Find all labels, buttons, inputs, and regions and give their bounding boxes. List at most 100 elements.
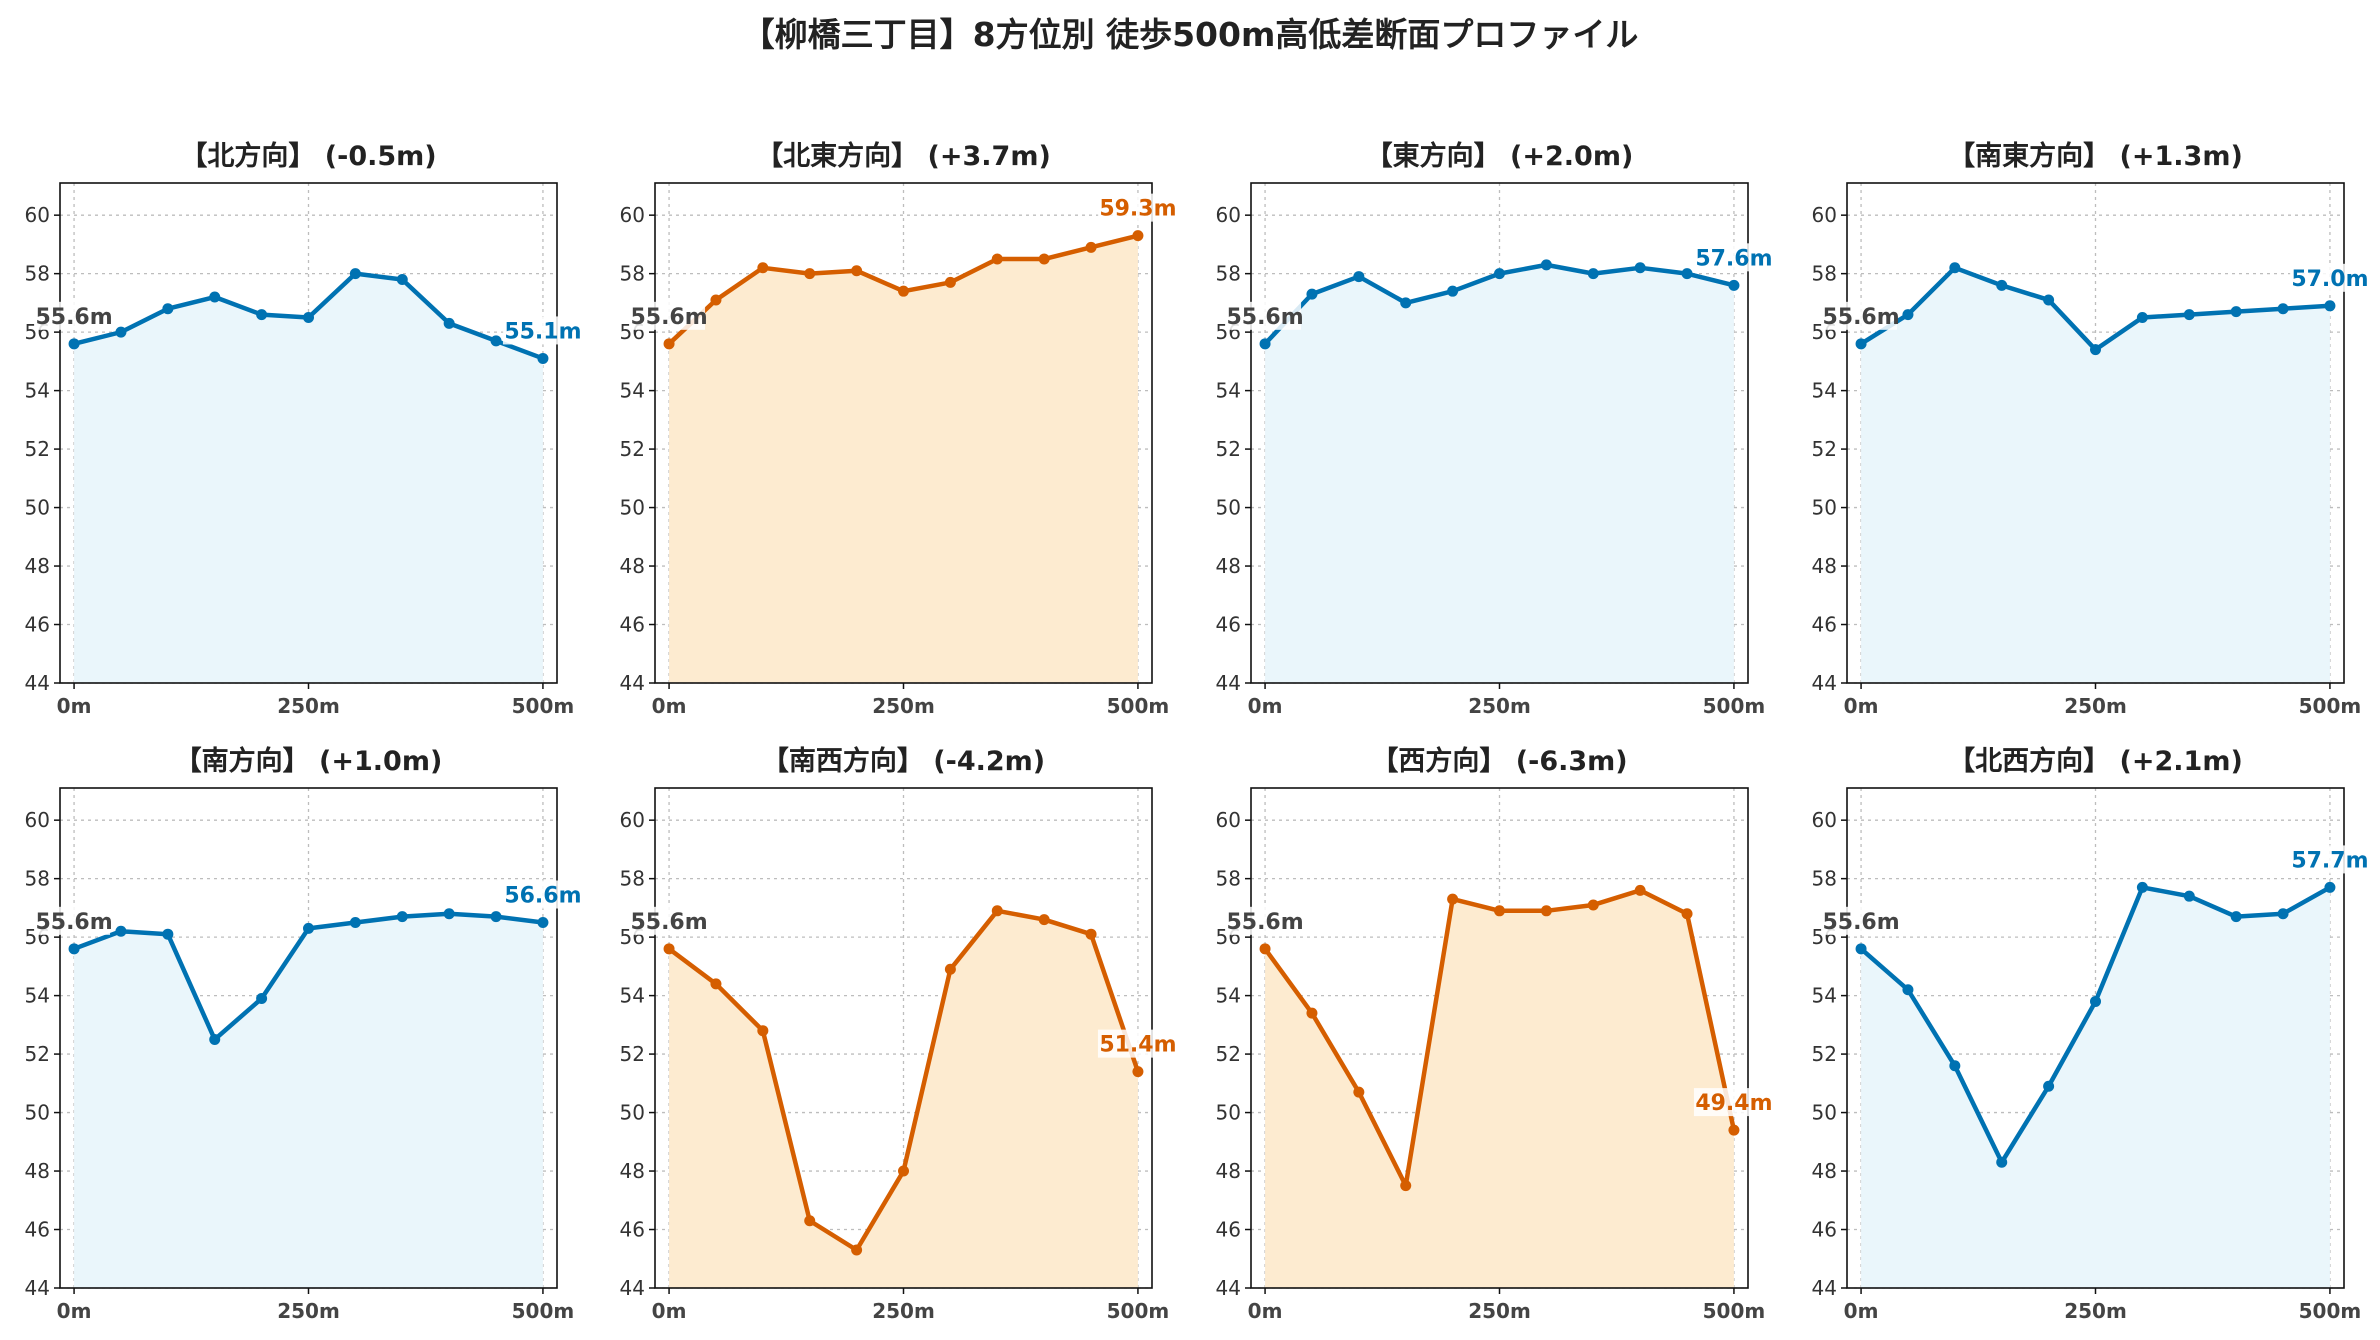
area-fill — [1861, 887, 2330, 1288]
data-point — [898, 1165, 909, 1177]
panel-title: 【北西方向】 (+2.1m) — [1948, 745, 2243, 777]
data-point — [256, 309, 268, 321]
y-tick-label: 46 — [1812, 1218, 1837, 1242]
start-label: 55.6m — [1822, 910, 1899, 935]
y-tick-label: 52 — [620, 437, 645, 461]
data-point — [1634, 262, 1646, 274]
data-point — [1400, 297, 1412, 309]
start-label: 55.6m — [1226, 910, 1303, 935]
y-tick-label: 50 — [620, 496, 645, 520]
data-point — [1447, 893, 1459, 905]
data-point — [115, 925, 127, 937]
start-label: 55.6m — [630, 910, 707, 935]
x-tick-label: 500m — [1107, 694, 1170, 718]
y-tick-label: 44 — [620, 671, 645, 695]
end-label-bg — [1097, 1029, 1174, 1058]
data-point — [209, 1033, 221, 1045]
data-point — [1038, 253, 1050, 265]
start-label-bg — [1821, 906, 1898, 935]
y-tick-label: 60 — [25, 808, 50, 832]
x-tick-label: 250m — [872, 694, 935, 718]
data-point — [944, 963, 956, 975]
y-tick-label: 54 — [1216, 984, 1241, 1008]
y-tick-label: 60 — [1812, 808, 1837, 832]
y-tick-label: 50 — [1812, 1101, 1837, 1125]
data-point — [1949, 262, 1961, 274]
y-tick-label: 46 — [620, 1218, 645, 1242]
data-point — [2043, 294, 2055, 306]
data-point — [1949, 1060, 1961, 1072]
panel-title: 【北方向】 (-0.5m) — [180, 140, 436, 172]
y-tick-label: 60 — [25, 203, 50, 227]
data-point — [1728, 1124, 1740, 1136]
y-tick-label: 48 — [620, 1159, 645, 1183]
data-point — [757, 1025, 769, 1037]
data-point — [396, 911, 408, 923]
data-point — [1494, 268, 1505, 280]
data-point — [490, 335, 502, 347]
y-tick-label: 54 — [25, 984, 50, 1008]
data-point — [710, 294, 722, 306]
x-tick-label: 250m — [1468, 694, 1531, 718]
y-tick-label: 44 — [25, 1276, 50, 1300]
start-label: 55.6m — [1822, 305, 1899, 330]
panel-title: 【北東方向】 (+3.7m) — [756, 140, 1051, 172]
data-point — [1353, 1086, 1365, 1098]
start-label: 55.6m — [1226, 305, 1303, 330]
data-point — [1728, 279, 1740, 291]
start-label-bg — [1225, 301, 1302, 330]
y-tick-label: 44 — [25, 671, 50, 695]
data-point — [443, 908, 455, 920]
data-point — [1400, 1180, 1412, 1192]
y-tick-label: 52 — [25, 1042, 50, 1066]
x-tick-label: 250m — [2064, 694, 2127, 718]
data-point — [2230, 911, 2242, 923]
start-label-bg — [34, 301, 111, 330]
y-tick-label: 44 — [1216, 671, 1241, 695]
y-tick-label: 46 — [1216, 613, 1241, 637]
data-point — [537, 917, 549, 929]
data-point — [256, 993, 268, 1005]
data-point — [1259, 943, 1271, 955]
data-point — [443, 317, 455, 329]
data-point — [1353, 271, 1365, 283]
y-tick-label: 52 — [25, 437, 50, 461]
y-tick-label: 48 — [25, 1159, 50, 1183]
data-point — [1306, 288, 1318, 300]
data-point — [1902, 984, 1914, 996]
end-label-bg — [502, 880, 579, 909]
y-tick-label: 52 — [1812, 437, 1837, 461]
x-tick-label: 250m — [1468, 1299, 1531, 1323]
data-point — [303, 312, 314, 324]
y-tick-label: 60 — [1216, 808, 1241, 832]
start-label: 55.6m — [630, 305, 707, 330]
data-point — [804, 268, 816, 280]
y-tick-label: 46 — [25, 613, 50, 637]
data-point — [1085, 928, 1097, 940]
data-point — [663, 338, 675, 350]
x-tick-label: 500m — [1703, 1299, 1766, 1323]
data-point — [2277, 303, 2289, 315]
y-tick-label: 48 — [25, 554, 50, 578]
data-point — [1132, 1066, 1144, 1078]
end-label-bg — [2289, 845, 2366, 874]
panel-title: 【南方向】 (+1.0m) — [175, 745, 443, 777]
data-point — [1681, 268, 1693, 280]
y-tick-label: 46 — [1812, 613, 1837, 637]
y-tick-label: 50 — [25, 496, 50, 520]
end-label: 56.6m — [504, 884, 581, 909]
data-point — [209, 291, 221, 303]
y-tick-label: 58 — [1216, 262, 1241, 286]
data-point — [2183, 309, 2195, 321]
y-tick-label: 58 — [25, 262, 50, 286]
y-tick-label: 58 — [1216, 867, 1241, 891]
y-tick-label: 44 — [1812, 1276, 1837, 1300]
start-label-bg — [629, 301, 706, 330]
end-label-bg — [502, 316, 579, 345]
x-tick-label: 0m — [1844, 694, 1879, 718]
y-tick-label: 44 — [1216, 1276, 1241, 1300]
start-label-bg — [1225, 906, 1302, 935]
